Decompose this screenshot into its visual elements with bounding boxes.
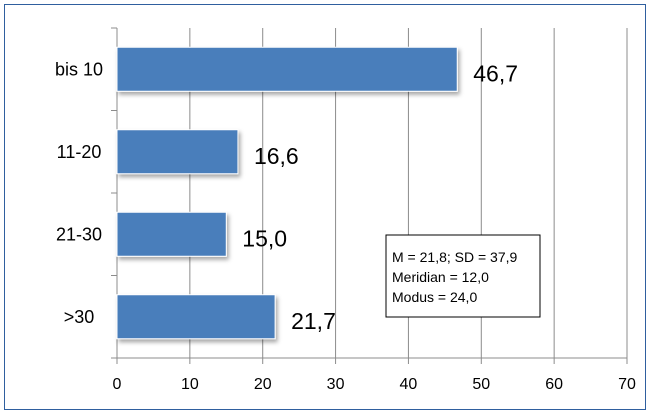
category-label: 11-20 [57, 142, 102, 162]
data-label: 46,7 [473, 60, 518, 86]
stats-box-border [385, 234, 541, 318]
stats-line-median: Meridian = 12,0 [392, 269, 489, 285]
category-label: bis 10 [55, 59, 103, 79]
data-label: 16,6 [254, 143, 299, 169]
bar-11-20 [116, 129, 239, 175]
bar-21-30 [116, 211, 227, 257]
x-tick-labels: 0 10 20 30 40 50 60 70 [113, 376, 636, 393]
data-label: 21,7 [291, 308, 336, 334]
x-tick-label: 30 [327, 376, 345, 393]
x-tick-label: 60 [545, 376, 563, 393]
x-tick-label: 40 [400, 376, 418, 393]
bar-bis-10 [116, 46, 458, 92]
bar-30 [116, 294, 276, 340]
x-tick-label: 70 [618, 376, 636, 393]
data-label: 15,0 [242, 225, 287, 251]
category-labels: bis 10 11-20 21-30 >30 [55, 59, 103, 327]
x-tick-label: 20 [254, 376, 272, 393]
value-labels: 46,7 16,6 15,0 21,7 [242, 60, 518, 334]
stats-box: M = 21,8; SD = 37,9 Meridian = 12,0 Modu… [385, 234, 541, 318]
x-tick-label: 0 [113, 376, 122, 393]
x-tick-label: 10 [181, 376, 199, 393]
category-label: >30 [64, 307, 95, 327]
bars [116, 46, 458, 340]
stats-line-mean-sd: M = 21,8; SD = 37,9 [392, 249, 518, 265]
category-label: 21-30 [56, 224, 102, 244]
stats-line-mode: Modus = 24,0 [392, 289, 477, 305]
x-tick-label: 50 [472, 376, 490, 393]
